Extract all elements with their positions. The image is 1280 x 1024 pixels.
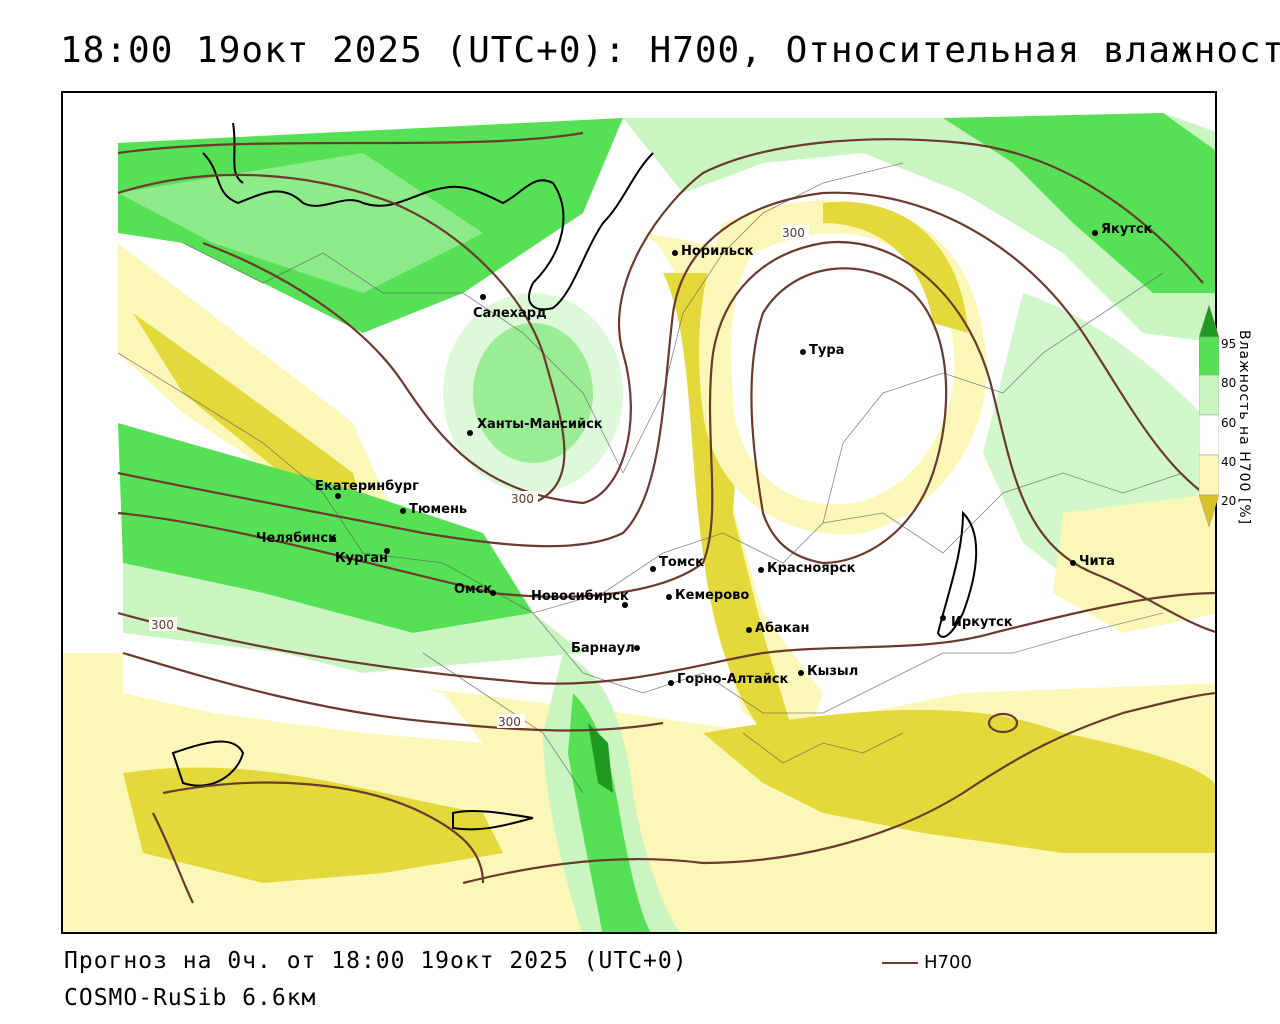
- svg-text:Норильск: Норильск: [681, 244, 754, 259]
- svg-text:Горно-Алтайск: Горно-Алтайск: [677, 672, 789, 687]
- svg-text:Барнаул: Барнаул: [571, 641, 635, 656]
- city-omsk[interactable]: Омск: [454, 582, 496, 597]
- colorbar-segment-80-95: [1199, 336, 1219, 376]
- city-novosibirsk[interactable]: Новосибирск: [531, 589, 629, 608]
- forecast-caption: Прогноз на 0ч. от 18:00 19окт 2025 (UTC+…: [64, 948, 688, 974]
- contour-key-label: H700: [924, 952, 972, 973]
- coastline-layer: [171, 122, 978, 831]
- svg-text:Красноярск: Красноярск: [767, 561, 856, 576]
- svg-text:Ханты-Мансийск: Ханты-Мансийск: [477, 417, 603, 432]
- colorbar-tick-80: 80: [1221, 376, 1237, 390]
- colorbar-tick-95: 95: [1221, 337, 1237, 351]
- city-chita[interactable]: Чита: [1070, 554, 1115, 569]
- model-caption: COSMO-RuSib 6.6км: [64, 985, 317, 1011]
- contour-label-300-north: 300: [782, 226, 805, 240]
- colorbar-tick-40: 40: [1221, 455, 1237, 469]
- colorbar-bottom-triangle: [1199, 494, 1219, 528]
- city-gorno-altaysk[interactable]: Горно-Алтайск: [668, 672, 789, 687]
- city-chelyabinsk[interactable]: Челябинск: [256, 531, 337, 546]
- city-abakan[interactable]: Абакан: [746, 621, 810, 636]
- city-khanty-mansiysk[interactable]: Ханты-Мансийск: [467, 417, 603, 436]
- city-layer: Якутск Норильск Салехард Тура Ханты-Манс…: [256, 222, 1153, 687]
- city-kemerovo[interactable]: Кемерово: [666, 588, 749, 603]
- humidity-map[interactable]: 300 300 300 300 Якутск Норильск Салехард…: [61, 91, 1217, 934]
- city-yekaterinburg[interactable]: Екатеринбург: [315, 479, 419, 499]
- svg-text:Тюмень: Тюмень: [409, 502, 467, 517]
- humidity-fill-layer: [63, 93, 1215, 932]
- city-kurgan[interactable]: Курган: [335, 548, 390, 566]
- contour-labels: 300 300 300 300: [149, 225, 809, 729]
- svg-text:Абакан: Абакан: [755, 621, 810, 636]
- svg-text:Салехард: Салехард: [473, 306, 547, 321]
- city-tyumen[interactable]: Тюмень: [400, 502, 467, 517]
- svg-text:Чита: Чита: [1079, 554, 1115, 569]
- contour-label-300-center: 300: [511, 492, 534, 506]
- contour-key-line: [882, 961, 918, 964]
- city-salekhard[interactable]: Салехард: [473, 294, 547, 321]
- svg-text:Тура: Тура: [809, 343, 844, 358]
- city-barnaul[interactable]: Барнаул: [571, 641, 640, 656]
- colorbar-title: Влажность на H700 [%]: [1236, 330, 1252, 526]
- colorbar-top-triangle: [1199, 305, 1219, 338]
- colorbar-segment-20-40: [1199, 454, 1219, 496]
- svg-text:Курган: Курган: [335, 551, 388, 566]
- svg-text:Екатеринбург: Екатеринбург: [315, 479, 419, 494]
- contour-key: H700: [882, 952, 972, 973]
- humidity-colorbar: [1199, 305, 1219, 528]
- svg-text:Челябинск: Челябинск: [256, 531, 337, 546]
- svg-text:Иркутск: Иркутск: [951, 615, 1013, 630]
- city-krasnoyarsk[interactable]: Красноярск: [758, 561, 856, 576]
- svg-text:Кызыл: Кызыл: [807, 664, 858, 679]
- city-tura[interactable]: Тура: [800, 343, 844, 358]
- map-canvas: 300 300 300 300 Якутск Норильск Салехард…: [63, 93, 1215, 932]
- svg-text:Новосибирск: Новосибирск: [531, 589, 629, 604]
- colorbar-tick-60: 60: [1221, 416, 1237, 430]
- colorbar-tick-20: 20: [1221, 494, 1237, 508]
- city-yakutsk[interactable]: Якутск: [1092, 222, 1153, 237]
- city-irkutsk[interactable]: Иркутск: [940, 615, 1013, 630]
- svg-text:Якутск: Якутск: [1101, 222, 1153, 237]
- svg-text:Томск: Томск: [659, 555, 704, 570]
- h700-contour-layer: [117, 131, 1215, 904]
- contour-label-300-west: 300: [151, 618, 174, 632]
- border-layer: [117, 162, 1184, 794]
- colorbar-segment-40-60: [1199, 414, 1219, 456]
- svg-text:Омск: Омск: [454, 582, 492, 597]
- colorbar-segment-60-80: [1199, 374, 1219, 416]
- contour-label-300-south: 300: [498, 715, 521, 729]
- city-norilsk[interactable]: Норильск: [672, 244, 754, 259]
- svg-text:Кемерово: Кемерово: [675, 588, 749, 603]
- city-tomsk[interactable]: Томск: [650, 555, 704, 572]
- map-title: 18:00 19окт 2025 (UTC+0): H700, Относите…: [60, 30, 1280, 71]
- city-kyzyl[interactable]: Кызыл: [798, 664, 858, 679]
